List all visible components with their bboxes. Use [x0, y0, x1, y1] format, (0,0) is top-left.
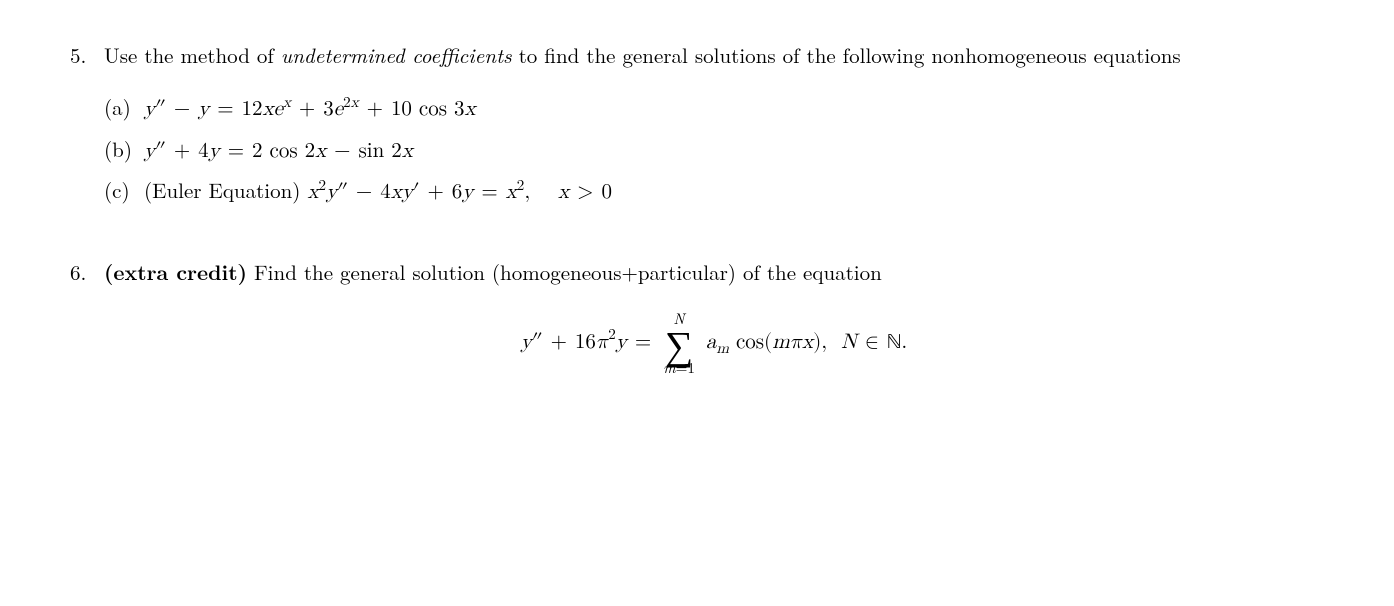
- subpart-label: (a): [104, 92, 144, 122]
- sub-list: (a) y″ − y = 12xex + 3e2x + 10 cos 3x (b…: [104, 92, 1324, 208]
- problem-6: 6. (extra credit) Find the general solut…: [70, 257, 1324, 376]
- intro-italic: undetermined coefficients: [281, 40, 512, 70]
- problem-body: Use the method of undetermined coefficie…: [104, 40, 1324, 217]
- display-equation: y″ + 16π2y = N ∑ m=1 am cos(mπx), N ∈ ℕ.: [104, 311, 1324, 375]
- subpart-a: (a) y″ − y = 12xex + 3e2x + 10 cos 3x: [104, 92, 1324, 125]
- subpart-c: (c) (Euler Equation) x2y″ − 4xy′ + 6y = …: [104, 175, 1324, 208]
- equation-b: y″ + 4y = 2 cos 2x − sin 2x: [144, 137, 413, 167]
- subpart-b: (b) y″ + 4y = 2 cos 2x − sin 2x: [104, 134, 1324, 167]
- problem-body: (extra credit) Find the general solution…: [104, 257, 1324, 376]
- summation-symbol: N ∑ m=1: [663, 311, 695, 375]
- problem-number: 5.: [70, 40, 104, 217]
- problem-number: 6.: [70, 257, 104, 376]
- eq-summand: am cos(mπx), N ∈ ℕ.: [706, 332, 907, 353]
- sum-lower: m=1: [663, 360, 695, 375]
- equation-a: y″ − y = 12xex + 3e2x + 10 cos 3x: [144, 92, 476, 125]
- intro-rest: Find the general solution (homogeneous+p…: [247, 257, 882, 287]
- equation-c: x2y″ − 4xy′ + 6y = x2, x > 0: [307, 182, 611, 203]
- problem-5: 5. Use the method of undetermined coeffi…: [70, 40, 1324, 217]
- subpart-label: (c): [104, 175, 144, 205]
- sigma-icon: ∑: [663, 326, 695, 360]
- subpart-prefix: (Euler Equation): [144, 175, 307, 205]
- intro-post: to find the general solutions of the fol…: [512, 40, 1181, 70]
- extra-credit-label: (extra credit): [104, 257, 247, 287]
- intro-pre: Use the method of: [104, 40, 281, 70]
- equation-c-wrap: (Euler Equation) x2y″ − 4xy′ + 6y = x2, …: [144, 175, 612, 208]
- eq-lhs: y″ + 16π2y =: [521, 332, 659, 353]
- subpart-label: (b): [104, 134, 144, 164]
